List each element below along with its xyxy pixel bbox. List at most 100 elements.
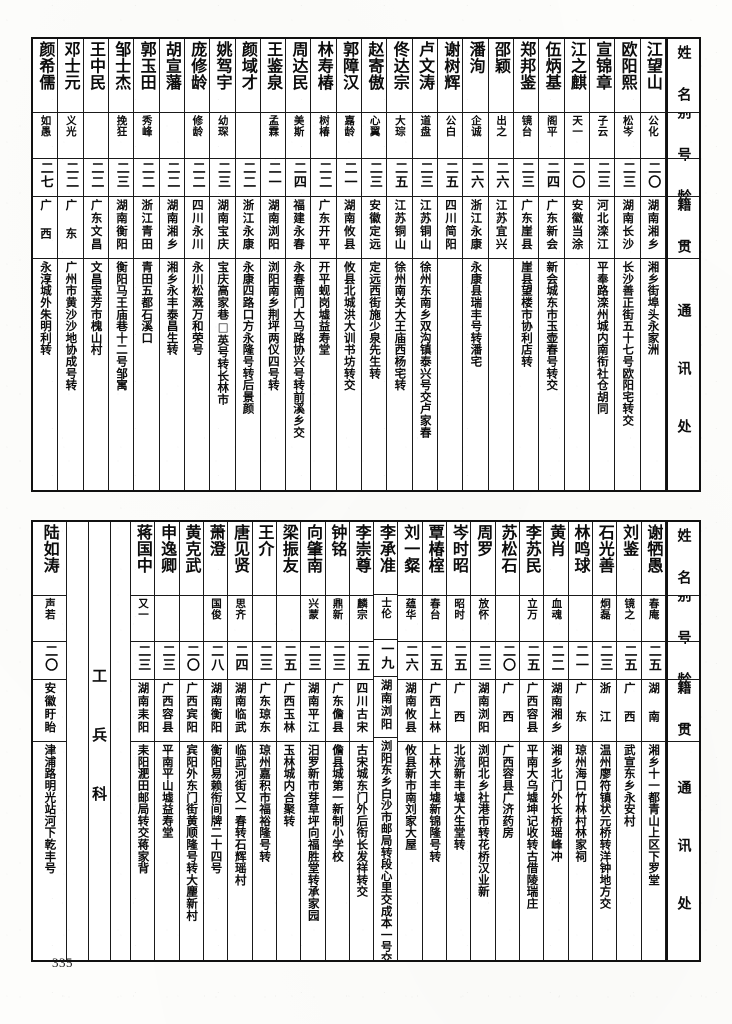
- roster-header-column: 姓 名别 号年 龄籍 贯通 讯 处: [666, 39, 699, 490]
- roster-cell-address: 上林大丰墟新锦隆号转: [423, 742, 446, 960]
- roster-cell-alias: 春庵: [642, 596, 665, 642]
- roster-name-text: 石光善: [596, 524, 612, 574]
- roster-address-text: 永春南门大马路协兴号转前溪乡交: [292, 261, 304, 438]
- roster-entry-column: 李苏民立万二五广西容县平南大乌墟坤记收转古借陵瑞庄: [520, 522, 544, 960]
- roster-cell-alias: 企诚: [463, 113, 487, 159]
- roster-cell-address: 攸县北城洪大训书坊转交: [337, 259, 361, 490]
- roster-native-text: 安徽盱眙: [44, 682, 56, 734]
- roster-address-text: 津浦路明光站河下乾丰号: [44, 744, 56, 874]
- roster-cell-age: 二五: [387, 159, 411, 197]
- roster-cell-alias: 挽狂: [109, 113, 133, 159]
- roster-cell-age: 二三: [109, 159, 133, 197]
- roster-cell-alias: 子云: [590, 113, 614, 159]
- roster-entry-column: 苏松石二〇广 西广西容县广济药房: [496, 522, 520, 960]
- roster-cell-address: 长沙善正街五十七号欧阳宅转交: [615, 259, 639, 490]
- roster-cell-age: 二三: [326, 642, 349, 680]
- roster-entry-column: 萧澄国俊二八湖南衡阳衡阳易赖衔间牌二十四号: [204, 522, 228, 960]
- roster-cell-native: 湖南湘乡: [160, 197, 184, 259]
- roster-cell-age: 二五: [520, 642, 543, 680]
- roster-name-text: 欧阳熙: [619, 41, 635, 91]
- roster-native-text: 湖南浏阳: [267, 199, 279, 251]
- roster-alias-text: 兴蒙: [307, 598, 318, 620]
- roster-alias-text: 声若: [44, 598, 55, 620]
- roster-name-text: 颜域才: [240, 41, 256, 91]
- roster-entry-column: 周罗放怀二三湖南浏阳浏阳北乡社港市转花桥汉业新: [471, 522, 495, 960]
- roster-cell-native: 广东文昌: [84, 197, 108, 259]
- roster-cell-age: 二五: [447, 642, 470, 680]
- roster-age-text: 二六: [494, 161, 507, 189]
- roster-cell-age: 二三: [301, 642, 324, 680]
- roster-cell-name: 林寿椿: [311, 39, 335, 113]
- roster-cell-age: 二二: [58, 159, 82, 197]
- roster-cell-age: 二〇: [180, 642, 203, 680]
- roster-entry-column: 庞修龄修龄二二四川永川永川松溉万和荣号: [185, 39, 210, 490]
- roster-cell-native: 湖南耒阳: [131, 680, 154, 742]
- roster-cell-name: 梁振友: [277, 522, 300, 596]
- roster-cell-age: 二二: [311, 159, 335, 197]
- roster-alias-text: 立万: [526, 598, 537, 620]
- roster-age-text: 二三: [418, 161, 431, 189]
- roster-alias-text: 挽狂: [116, 115, 127, 137]
- roster-native-text: 湖南浏阳: [380, 679, 392, 731]
- roster-alias-text: 思齐: [235, 598, 246, 620]
- roster-cell-native: 广 西: [33, 197, 57, 259]
- roster-native-text: 广东儋县: [331, 682, 343, 734]
- roster-age-text: 二五: [622, 644, 635, 672]
- roster-cell-address: 衡阳易赖衔间牌二十四号: [204, 742, 227, 960]
- roster-name-text: 佟达宗: [391, 41, 407, 91]
- roster-alias-text: 炯磊: [599, 598, 610, 620]
- roster-address-text: 新会城东市玉壶春号转交: [546, 261, 558, 391]
- roster-cell-name: 邵颖: [489, 39, 513, 113]
- roster-age-text: 二四: [233, 644, 246, 672]
- roster-cell-native: 广东开平: [311, 197, 335, 259]
- roster-cell-address: 永川松溉万和荣号: [185, 259, 209, 490]
- roster-cell-name: 钟铭: [326, 522, 349, 596]
- roster-age-text: 二四: [545, 161, 558, 189]
- roster-cell-age: 二二: [134, 159, 158, 197]
- roster-entry-column: 江望山公化二〇湖南湘乡湘乡街埠头永家洲: [641, 39, 666, 490]
- roster-entry-column: 潘洵企诚二六浙江永康永康县瑞丰号转潘宅: [463, 39, 488, 490]
- roster-cell-alias: 义光: [58, 113, 82, 159]
- roster-header-native-text: 籍 贯: [676, 680, 690, 742]
- roster-name-text: 刘一粲: [402, 524, 418, 574]
- roster-cell-address: 津浦路明光站河下乾丰号: [33, 742, 66, 960]
- roster-table-bottom: 陆如涛声若二〇安徽盱眙津浦路明光站河下乾丰号工 兵 科蒋国中又一二三湖南耒阳耒阳…: [31, 520, 701, 962]
- roster-entry-column: 钟铭鼎新二三广东儋县儋县城第一新制小学校: [326, 522, 350, 960]
- roster-cell-alias: 镜台: [514, 113, 538, 159]
- roster-name-text: 谢牺愚: [645, 524, 661, 574]
- roster-age-text: 二五: [428, 644, 441, 672]
- roster-address-text: 湘乡北门外长桥瑶峰冲: [550, 744, 562, 862]
- roster-cell-address: 玉林城内合聚转: [277, 742, 300, 960]
- roster-address-text: 浏阳南乡荆坪两仪四号转: [267, 261, 279, 391]
- roster-header-alias: 别 号: [668, 113, 699, 159]
- roster-entry-column: 林鸣球二一广 东琼州海口竹林村林家祠: [569, 522, 593, 960]
- roster-age-text: 二〇: [501, 644, 514, 672]
- roster-entry-column: 王鉴泉孟霖二一湖南浏阳浏阳南乡荆坪两仪四号转: [261, 39, 286, 490]
- roster-age-text: 二三: [519, 161, 532, 189]
- roster-cell-alias: [253, 596, 276, 642]
- roster-cell-native: 湖南浏阳: [471, 680, 494, 742]
- roster-cell-address: 宾阳外东门街黄顺隆号转大麈新村: [180, 742, 203, 960]
- roster-cell-address: 浏阳南乡荆坪两仪四号转: [261, 259, 285, 490]
- roster-cell-age: 二五: [350, 642, 373, 680]
- roster-alias-text: 公白: [445, 115, 456, 137]
- roster-cell-name: 蒋国中: [131, 522, 154, 596]
- roster-header-address: 通 讯 处: [668, 259, 699, 490]
- roster-address-text: 崖县望楼市协利店转: [520, 261, 532, 367]
- roster-cell-alias: [236, 113, 260, 159]
- roster-native-text: 广东琼东: [258, 682, 270, 734]
- roster-tables-container: 颜希儒如愚二七广 西永淳城外朱明利转邓士元义光二二广 东广州市黄沙沙地协成号转王…: [31, 37, 701, 962]
- roster-name-text: 王中民: [88, 41, 104, 91]
- roster-header-name-text: 姓 名: [676, 528, 690, 590]
- roster-cell-name: 黄肖: [544, 522, 567, 596]
- roster-cell-native: 广西容县: [520, 680, 543, 742]
- roster-address-text: 武宣东乡永安村: [623, 744, 635, 827]
- roster-native-text: 湖 南: [647, 682, 659, 723]
- roster-native-text: 广 西: [501, 682, 513, 723]
- roster-address-text: 临武河街又一春转石辉瑶村: [234, 744, 246, 886]
- roster-cell-alias: 放怀: [471, 596, 494, 642]
- roster-cell-name: 欧阳熙: [615, 39, 639, 113]
- roster-cell-name: 王介: [253, 522, 276, 596]
- roster-cell-native: 湖南攸县: [398, 680, 421, 742]
- roster-cell-name: 谢牺愚: [642, 522, 665, 596]
